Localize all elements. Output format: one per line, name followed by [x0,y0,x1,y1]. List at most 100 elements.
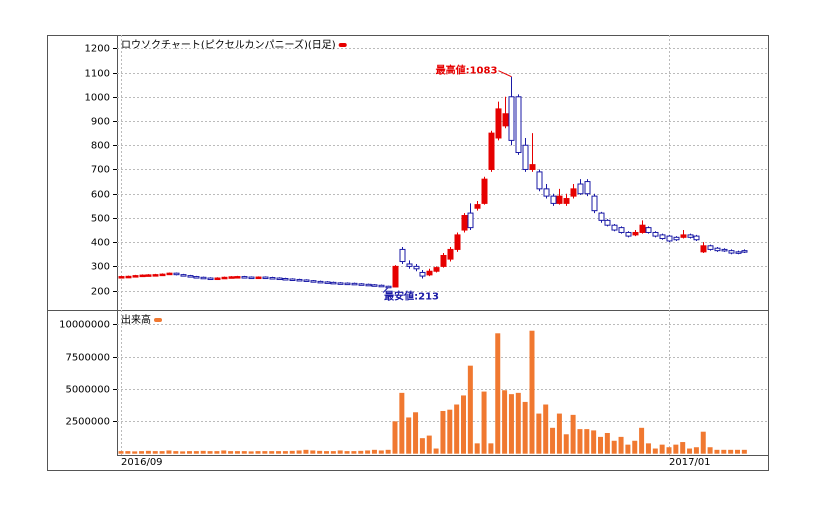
y-tick-label: 7500000 [65,353,110,364]
candle-body [652,231,659,237]
y-tick-label: 10000000 [59,320,110,331]
bar [611,440,617,454]
candle-body [200,276,207,280]
bar [461,395,466,454]
frame [47,35,769,471]
candle-body [371,284,378,287]
candle-body [406,263,413,267]
candle-body [536,171,543,190]
legend-swatch [154,318,162,322]
bar [687,448,693,454]
candle-body [392,265,399,288]
bar [577,429,583,454]
bar [419,438,425,454]
candle-body [714,247,721,252]
candle-body [645,227,652,233]
candle-body [241,276,248,279]
candle-body [680,234,687,238]
bar [248,451,254,454]
candle-body [721,248,728,252]
candle-body [269,277,276,280]
candle-body [495,108,502,139]
bar [125,451,131,454]
bar [187,451,192,454]
bar [406,417,412,454]
candle-body [187,275,194,278]
candle-body [488,132,495,170]
candle-body [419,271,426,277]
bar [474,443,480,454]
candle-body [180,274,187,277]
bar [508,394,514,454]
bar [721,449,727,454]
candle-body [687,234,694,238]
candle-body [132,275,139,278]
bar [118,451,124,454]
bar [714,449,720,454]
bar [693,447,699,454]
bar [639,427,645,454]
candle-body [563,198,570,204]
bar [262,451,268,454]
candle-body [255,276,262,280]
candle-body [221,276,228,280]
bar [618,436,624,454]
y-tick-label: 500 [91,214,110,225]
bar [269,451,275,454]
y-tick-label: 300 [91,262,110,273]
y-tick-label: 800 [91,141,110,152]
bar [255,451,261,454]
bar [392,421,398,454]
candle-body [598,212,605,221]
bar [413,412,419,454]
x-tick-label: 2017/01 [669,457,711,468]
bar [680,442,686,454]
candle-body [440,254,447,267]
candle-body [522,144,529,170]
candle-body [166,272,173,276]
candle-body [351,282,358,286]
candle-body [591,195,598,212]
candle-body [611,224,618,231]
candle-body [426,270,433,276]
bar [139,451,145,454]
y-tick-label: 5000000 [65,385,110,396]
candle-body [296,278,303,282]
y-tick-label: 200 [91,287,110,298]
bar [221,450,227,454]
candle-body [481,178,488,204]
bar [193,451,199,454]
bar [433,448,439,454]
bar [467,365,473,454]
candle-body [385,285,392,289]
candle-body [447,248,454,260]
bar [166,450,172,454]
candle-body [358,283,365,286]
bar [741,449,747,454]
candle-body [625,231,632,237]
y-tick-label: 1100 [85,69,110,80]
candle-body [474,204,481,209]
bar [673,444,679,454]
candle-body [289,278,296,281]
bar [488,443,494,454]
annotation: 最高値:1083 [436,64,498,77]
y-tick-label: 400 [91,238,110,249]
bar [365,450,371,454]
bar [159,451,165,454]
bar [241,451,247,454]
candle-body [529,164,536,170]
bar [447,409,453,454]
bar [735,449,740,454]
candle-body [337,282,344,285]
bar [214,451,220,454]
bar [310,450,316,454]
candle-body [735,251,742,254]
candle-body [515,96,522,154]
bar [454,404,460,454]
bar [604,432,610,454]
bar [228,451,234,454]
candle-body [413,265,420,270]
bar [700,431,706,454]
